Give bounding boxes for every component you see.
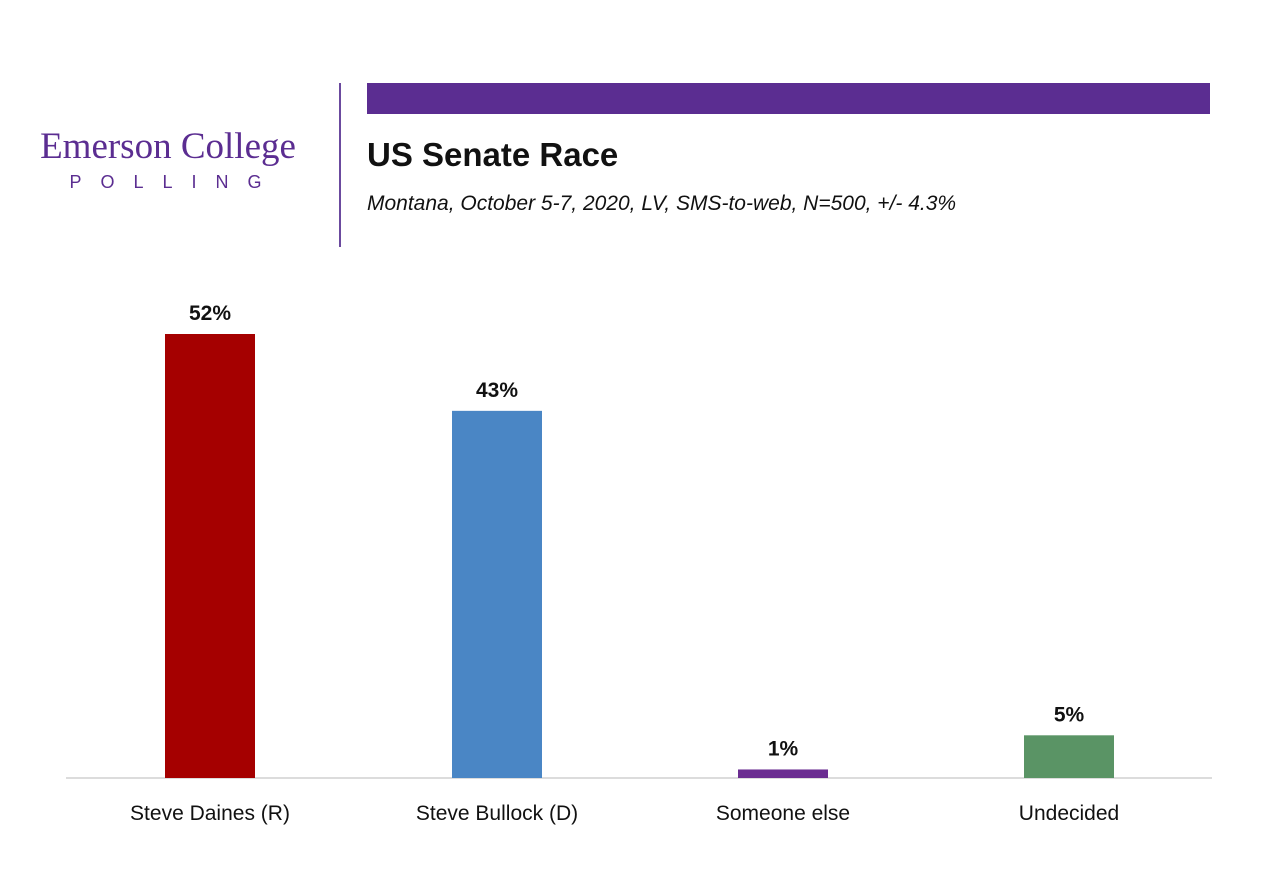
chart-title: US Senate Race	[367, 136, 619, 173]
bar-0	[165, 334, 255, 778]
header-accent-bar	[367, 83, 1210, 114]
bar-value-label-1: 43%	[476, 379, 518, 402]
bar-2	[738, 769, 828, 778]
bar-value-label-3: 5%	[1054, 703, 1085, 726]
logo-subtitle: POLLING	[69, 172, 281, 192]
logo-name: Emerson College	[40, 126, 296, 167]
category-label-2: Someone else	[716, 802, 850, 825]
emerson-college-polling-logo: Emerson College POLLING	[22, 126, 314, 193]
bar-value-label-2: 1%	[768, 737, 799, 760]
bar-value-label-0: 52%	[189, 302, 231, 325]
bar-1	[452, 410, 542, 778]
header-divider	[339, 83, 341, 247]
chart-subtitle: Montana, October 5-7, 2020, LV, SMS-to-w…	[367, 192, 957, 215]
category-label-0: Steve Daines (R)	[130, 802, 290, 825]
category-label-3: Undecided	[1019, 802, 1119, 825]
bar-3	[1024, 735, 1114, 778]
bars-group: 52% Steve Daines (R) 43% Steve Bullock (D) 1…	[130, 302, 1119, 825]
category-label-1: Steve Bullock (D)	[416, 802, 578, 825]
